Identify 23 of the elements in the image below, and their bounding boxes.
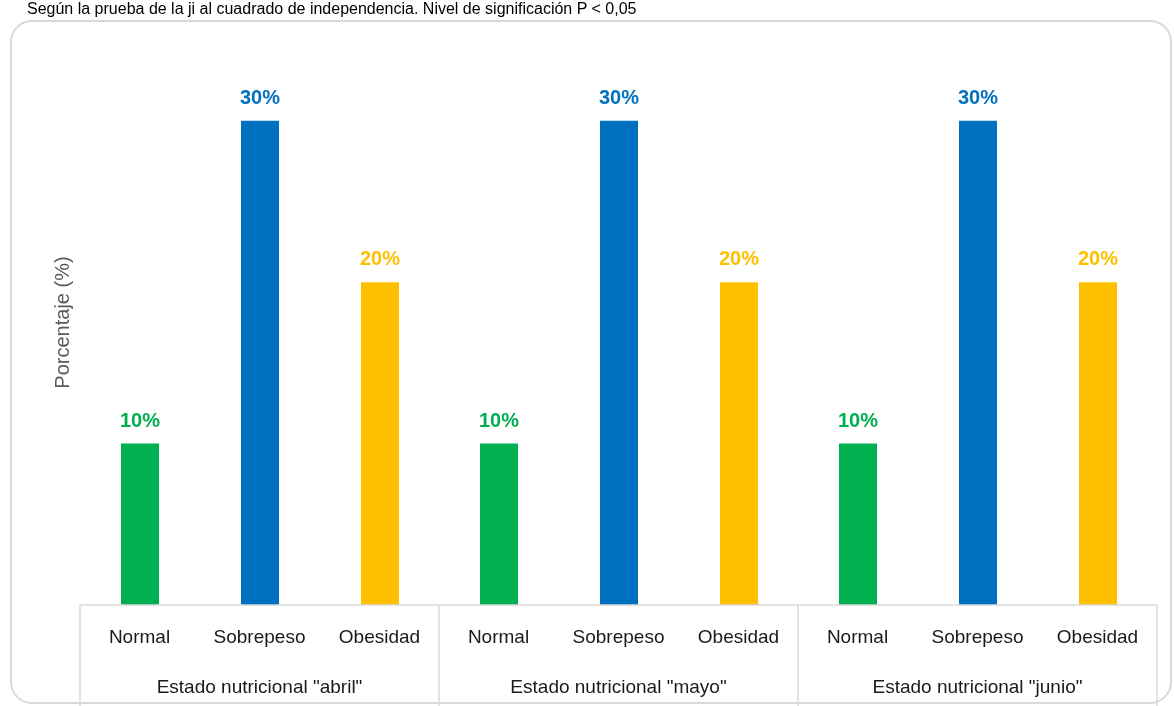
data-label: 20% (1077, 247, 1119, 270)
data-label: 30% (598, 85, 640, 108)
text: Sobrepeso (931, 626, 1024, 647)
text: Normal (826, 626, 889, 647)
series-label: Normal (108, 626, 171, 647)
data-label: 10% (837, 408, 879, 431)
data-label: 20% (359, 247, 401, 270)
text: Según la prueba de la ji al cuadrado de independencia. Nivel de significación P < 0,05 (27, 0, 637, 17)
data-label: 20% (718, 247, 760, 270)
data-label: 10% (119, 408, 161, 431)
x-tick-label: Estado nutricional "junio" (872, 676, 1083, 697)
data-label: 30% (957, 85, 999, 108)
data-label: 30% (239, 85, 281, 108)
x-tick-label: Estado nutricional "mayo" (510, 676, 727, 697)
series-label: Sobrepeso (213, 626, 306, 647)
text: Sobrepeso (572, 626, 665, 647)
data-label: 10% (478, 408, 520, 431)
y-axis-title: Porcentaje (%) (51, 256, 73, 389)
x-tick-label: Estado nutricional "abril" (156, 676, 363, 697)
text: Obesidad (1056, 626, 1139, 647)
series-label: Obesidad (697, 626, 780, 647)
text: Normal (467, 626, 530, 647)
text: Obesidad (338, 626, 421, 647)
